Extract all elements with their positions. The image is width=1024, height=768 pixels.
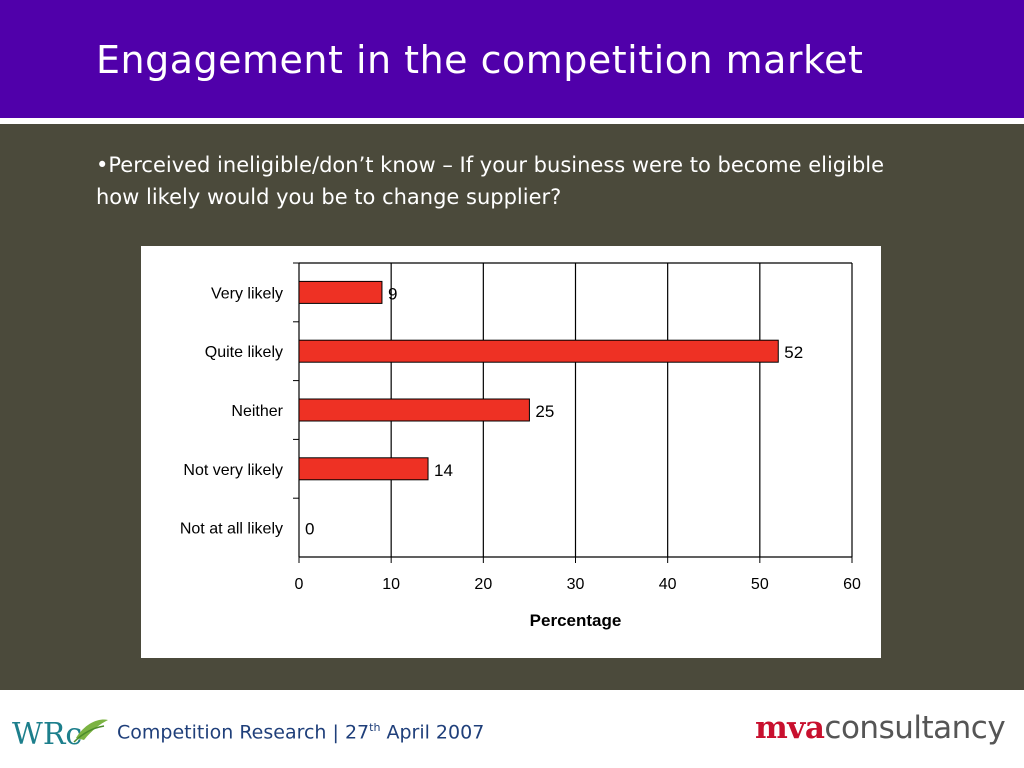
wrc-logo: WRc xyxy=(12,717,108,752)
header-divider xyxy=(0,118,1024,124)
x-tick-label: 60 xyxy=(843,576,861,593)
content-area: •Perceived ineligible/don’t know – If yo… xyxy=(0,124,1024,690)
footer: WRc Competition Research | 27th April 20… xyxy=(0,690,1024,768)
mva-logo-mva: mva xyxy=(755,710,825,746)
category-label: Not very likely xyxy=(183,462,283,479)
bar xyxy=(298,339,779,363)
chart-panel: 0 10 20 30 40 50 60 Very likely 9 Quite likely 52 N… xyxy=(141,246,881,658)
data-label: 0 xyxy=(305,520,314,539)
x-tick-label: 10 xyxy=(382,576,400,593)
footer-text-end: April 2007 xyxy=(380,721,485,744)
data-label: 25 xyxy=(535,402,554,421)
x-tick-label: 20 xyxy=(474,576,492,593)
bar-chart: 0 10 20 30 40 50 60 Very likely 9 Quite likely 52 N… xyxy=(180,262,861,630)
x-axis-label: Percentage xyxy=(530,611,622,630)
bar xyxy=(298,398,530,422)
wrc-logo-text: WRc xyxy=(12,717,82,752)
category-label: Not at all likely xyxy=(180,521,283,538)
header-bar: Engagement in the competition market xyxy=(0,0,1024,118)
page-title: Engagement in the competition market xyxy=(96,38,864,82)
category-label: Neither xyxy=(231,403,283,420)
mva-logo: mvaconsultancy xyxy=(755,710,1006,746)
footer-text-main: Competition Research | 27 xyxy=(117,721,370,744)
footer-text: Competition Research | 27th April 2007 xyxy=(117,721,484,743)
footer-text-sup: th xyxy=(369,721,381,734)
data-label: 14 xyxy=(434,461,453,480)
x-tick-label: 0 xyxy=(295,576,304,593)
x-tick-label: 30 xyxy=(567,576,585,593)
data-label: 52 xyxy=(784,343,803,362)
bar xyxy=(298,457,429,481)
data-label: 9 xyxy=(388,284,397,303)
category-label: Quite likely xyxy=(205,344,283,361)
question-text: •Perceived ineligible/don’t know – If yo… xyxy=(96,153,885,209)
x-tick-label: 40 xyxy=(659,576,677,593)
leaf-stem-icon xyxy=(73,725,105,743)
category-label: Very likely xyxy=(211,285,283,302)
mva-logo-consultancy: consultancy xyxy=(824,710,1006,746)
x-tick-label: 50 xyxy=(751,576,769,593)
bar xyxy=(298,280,383,304)
